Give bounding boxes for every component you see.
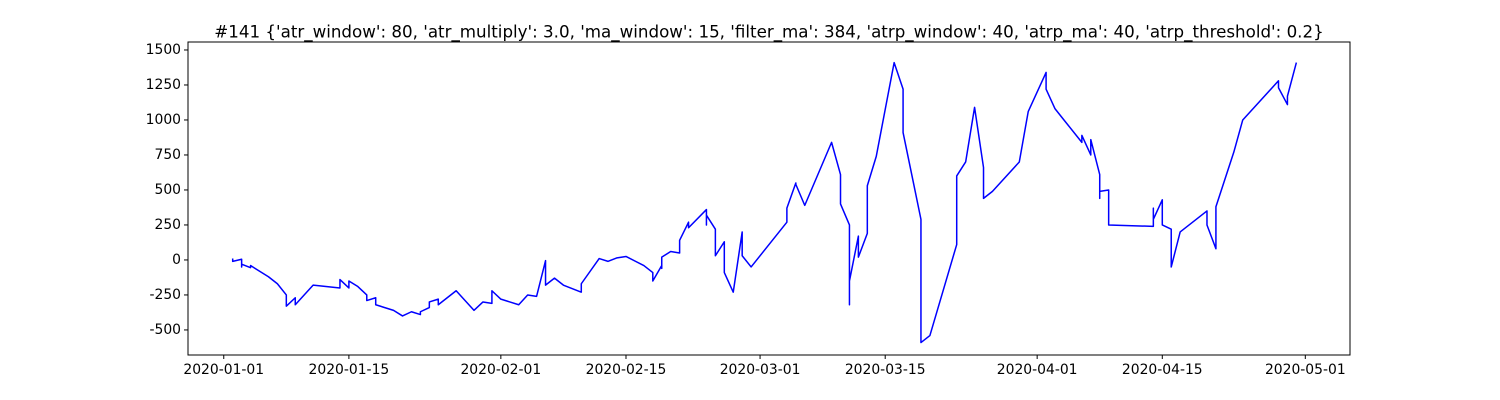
- x-tick-label: 2020-05-01: [1265, 362, 1346, 378]
- x-tick-label: 2020-04-01: [997, 362, 1078, 378]
- chart-title: #141 {'atr_window': 80, 'atr_multiply': …: [214, 22, 1323, 43]
- x-tick-label: 2020-02-15: [586, 362, 667, 378]
- x-tick-label: 2020-03-15: [845, 362, 926, 378]
- y-tick-label: -500: [149, 322, 181, 338]
- y-tick-label: 750: [154, 147, 181, 163]
- y-tick-label: 500: [154, 182, 181, 198]
- y-tick-label: -250: [149, 287, 181, 303]
- y-tick-label: 1500: [146, 42, 181, 58]
- y-tick-label: 250: [154, 217, 181, 233]
- x-tick-label: 2020-04-15: [1122, 362, 1203, 378]
- x-tick-label: 2020-01-01: [183, 362, 264, 378]
- y-tick-label: 1000: [146, 112, 181, 128]
- x-tick-label: 2020-01-15: [309, 362, 390, 378]
- plot-frame: [187, 41, 1351, 356]
- y-tick-label: 1250: [146, 77, 181, 93]
- x-tick-label: 2020-02-01: [460, 362, 541, 378]
- y-tick-label: 0: [172, 252, 181, 268]
- data-line: [231, 61, 1298, 344]
- x-tick-label: 2020-03-01: [720, 362, 801, 378]
